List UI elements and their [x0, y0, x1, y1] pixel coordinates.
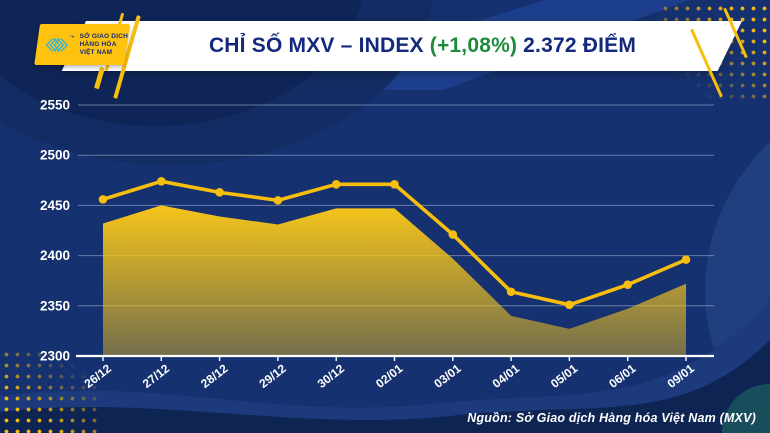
data-point-marker — [98, 195, 108, 204]
title-index-name: CHỈ SỐ MXV – INDEX — [208, 34, 424, 57]
bottom-wave-dark — [0, 340, 770, 433]
y-axis-label: 2500 — [40, 148, 70, 163]
org-name-line: SỞ GIAO DỊCH — [79, 32, 128, 40]
data-point-marker — [157, 177, 166, 186]
y-axis-label: 2400 — [40, 248, 70, 263]
data-point-marker — [448, 230, 458, 239]
title-change-percent: (+1,08%) — [429, 34, 518, 57]
title-index-value: 2.372 ĐIỂM — [523, 34, 637, 57]
x-axis-label: 29/12 — [256, 361, 289, 391]
trademark-symbol: ™ — [69, 34, 75, 41]
x-axis-label: 28/12 — [198, 361, 231, 391]
dot-pattern-bottom-left — [1, 349, 103, 433]
x-axis-label: 05/01 — [548, 361, 581, 391]
x-axis-label: 04/01 — [490, 361, 523, 391]
page-title: CHỈ SỐ MXV – INDEX (+1,08%) 2.372 ĐIỂM — [110, 21, 735, 71]
org-name-line: VIỆT NAM — [79, 48, 113, 56]
x-axis-label: 02/01 — [373, 361, 406, 391]
y-axis-label: 2550 — [40, 98, 70, 113]
mxv-logo: ™ SỞ GIAO DỊCH HÀNG HÓA VIỆT NAM — [34, 24, 131, 65]
corner-circle — [722, 384, 770, 433]
source-note: Nguồn: Sở Giao dịch Hàng hóa Việt Nam (M… — [467, 411, 756, 425]
data-point-marker — [506, 287, 516, 297]
data-point-marker — [623, 280, 632, 290]
data-point-marker — [681, 255, 691, 264]
y-axis-label: 2300 — [40, 349, 70, 364]
y-axis-label: 2350 — [40, 298, 70, 313]
y-axis-label: 2450 — [40, 198, 70, 213]
mxv-org-name: SỞ GIAO DỊCH HÀNG HÓA VIỆT NAM — [80, 33, 128, 57]
data-point-marker — [273, 196, 283, 205]
data-point-marker — [215, 188, 224, 197]
x-axis-label: 27/12 — [140, 361, 173, 391]
mxv-logo-mark-icon — [45, 37, 68, 52]
x-axis-label: 30/12 — [315, 361, 348, 391]
x-axis-label: 09/01 — [665, 361, 698, 391]
x-axis-label: 26/12 — [82, 361, 115, 391]
data-point-marker — [565, 300, 574, 310]
data-point-marker — [331, 180, 341, 189]
area-fill — [103, 205, 686, 355]
x-axis-label: 06/01 — [606, 361, 639, 391]
x-axis-label: 03/01 — [431, 361, 464, 391]
org-name-line: HÀNG HÓA — [79, 40, 117, 48]
bottom-wave-light — [0, 300, 770, 433]
mxv-logo-content: ™ SỞ GIAO DỊCH HÀNG HÓA VIỆT NAM — [40, 24, 130, 65]
data-point-marker — [390, 180, 399, 189]
